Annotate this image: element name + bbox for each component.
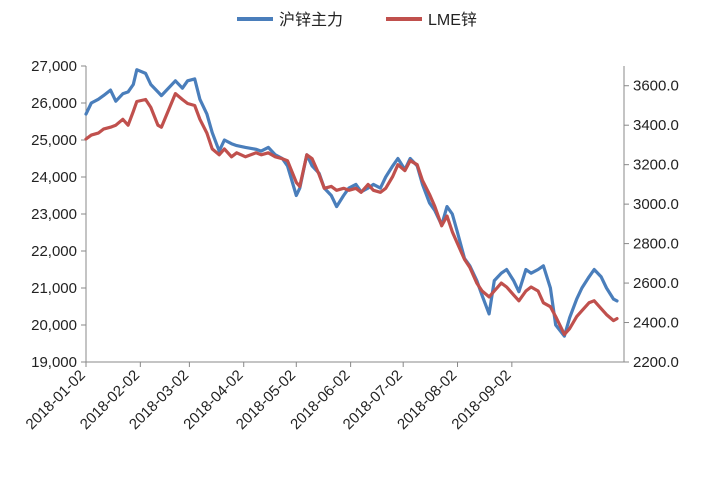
y-left-tick-label: 21,000 — [31, 280, 77, 297]
y-right-tick-label: 3400.0 — [633, 117, 679, 134]
series-line-shfe-zinc — [84, 68, 619, 338]
y-right-tick-label: 2400.0 — [633, 315, 679, 332]
x-tick-label: 2018-09-02 — [448, 367, 514, 433]
y-left-tick-label: 22,000 — [31, 243, 77, 260]
y-left-tick-label: 23,000 — [31, 206, 77, 223]
y-right-tick-label: 2800.0 — [633, 236, 679, 253]
legend-label: 沪锌主力 — [279, 11, 343, 29]
y-right-tick-label: 2600.0 — [633, 275, 679, 292]
y-left-tick-label: 19,000 — [31, 354, 77, 371]
series-line-lme-zinc — [84, 92, 619, 336]
y-right-tick-label: 3000.0 — [633, 196, 679, 213]
legend-label: LME锌 — [428, 11, 477, 29]
y-right-tick-label: 3200.0 — [633, 157, 679, 174]
y-left-tick-label: 20,000 — [31, 317, 77, 334]
y-right-tick-label: 3600.0 — [633, 78, 679, 95]
y-left-tick-label: 24,000 — [31, 169, 77, 186]
y-right-tick-label: 2200.0 — [633, 354, 679, 371]
axes: 19,000 20,000 21,000 22,000 23,000 24,000 25,0… — [23, 58, 679, 433]
y-left-tick-label: 26,000 — [31, 95, 77, 112]
legend: 沪锌主力 LME锌 — [237, 11, 477, 29]
y-left-tick-label: 27,000 — [31, 58, 77, 75]
y-left-tick-label: 25,000 — [31, 132, 77, 149]
series-layer — [84, 68, 619, 338]
